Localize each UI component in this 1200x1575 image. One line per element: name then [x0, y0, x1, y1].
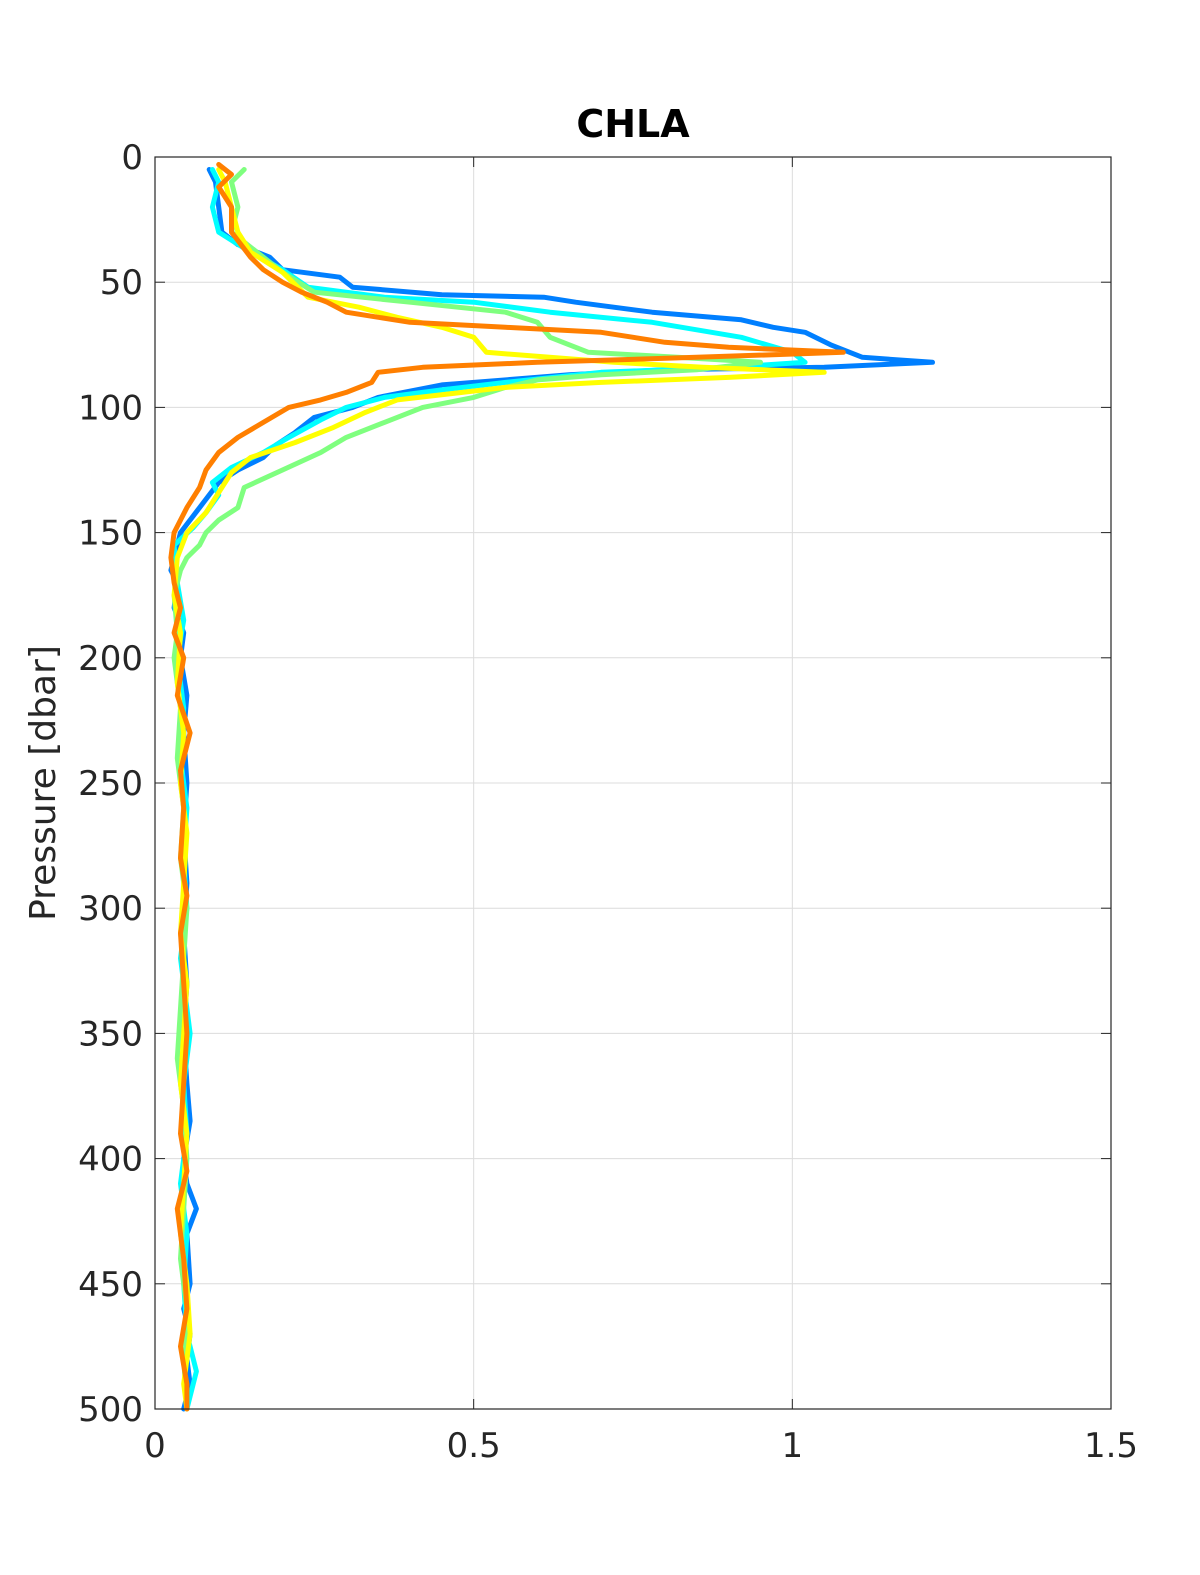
- x-tick-label: 0.5: [447, 1426, 501, 1466]
- y-tick-label: 0: [121, 138, 143, 178]
- y-tick-label: 100: [78, 388, 143, 428]
- y-tick-labels: 0 50 100 150 200 250 300 350 400 450 500: [78, 138, 143, 1430]
- series-line-5: [168, 162, 846, 1412]
- y-tick-label: 250: [78, 764, 143, 804]
- y-tick-label: 350: [78, 1014, 143, 1054]
- y-axis-label: Pressure [dbar]: [23, 645, 64, 921]
- y-tick-label: 450: [78, 1265, 143, 1305]
- series-lines: [168, 162, 935, 1412]
- plot-frame: [154, 156, 1112, 1410]
- x-tick-label: 0: [144, 1426, 166, 1466]
- y-tick-label: 400: [78, 1140, 143, 1180]
- y-tick-label: 300: [78, 889, 143, 929]
- series-line-3: [171, 167, 763, 1412]
- chart-title: CHLA: [576, 102, 690, 146]
- series-line-2: [171, 167, 808, 1412]
- y-tick-label: 150: [78, 514, 143, 554]
- x-tick-labels: 0 0.5 1 1.5: [144, 1426, 1138, 1466]
- x-tick-label: 1: [782, 1426, 804, 1466]
- y-tick-label: 200: [78, 639, 143, 679]
- x-tick-label: 1.5: [1084, 1426, 1138, 1466]
- y-tick-label: 50: [100, 263, 143, 303]
- y-tick-label: 500: [78, 1390, 143, 1430]
- series-line-4: [171, 167, 827, 1412]
